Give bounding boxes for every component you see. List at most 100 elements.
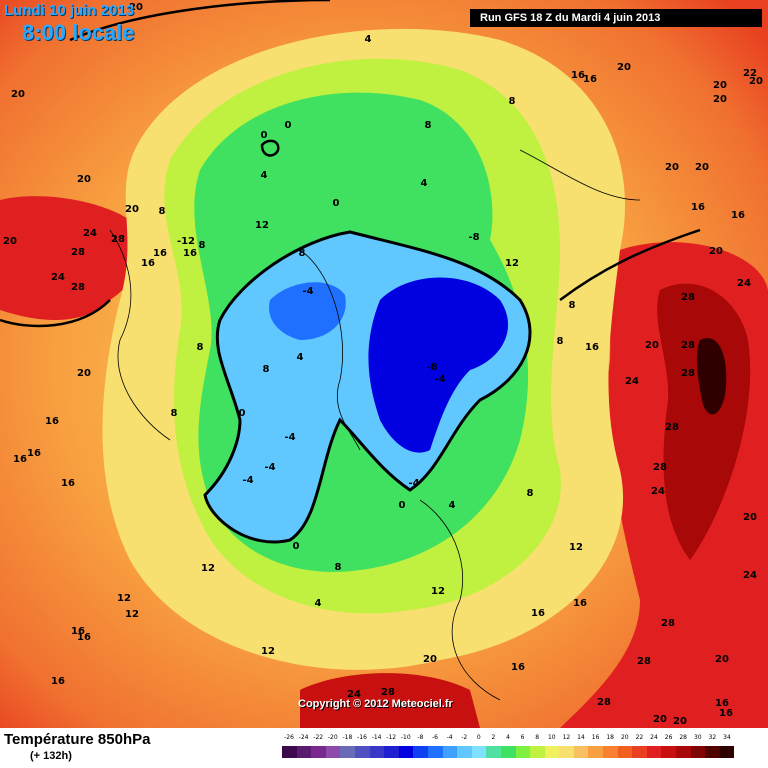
scale-swatch bbox=[544, 746, 560, 758]
isotherm-label: 16 bbox=[77, 632, 91, 643]
isotherm-label: 16 bbox=[141, 258, 155, 269]
isotherm-label: 28 bbox=[597, 697, 611, 708]
isotherm-label: 16 bbox=[715, 698, 729, 709]
hot-region-africa bbox=[300, 673, 480, 728]
isotherm-label: -4 bbox=[264, 462, 275, 473]
temperature-map: 2020202428282428201616201616161612121216… bbox=[0, 0, 768, 728]
scale-swatch bbox=[486, 746, 501, 758]
scale-tick-label: 24 bbox=[650, 734, 658, 741]
footer-bar: Température 850hPa (+ 132h) -26 -24 -22 -20… bbox=[0, 728, 768, 768]
scale-tick-label: 4 bbox=[506, 734, 510, 741]
scale-swatch bbox=[588, 746, 604, 758]
isotherm-label: 12 bbox=[125, 609, 139, 620]
isotherm-label: 20 bbox=[715, 654, 729, 665]
isotherm-label: 20 bbox=[11, 89, 25, 100]
isotherm-label: 8 bbox=[425, 120, 432, 131]
scale-swatches bbox=[282, 746, 735, 758]
scale-swatch bbox=[282, 746, 297, 758]
scale-tick-label: 20 bbox=[620, 734, 629, 741]
scale-swatch bbox=[311, 746, 326, 758]
isotherm-label: 16 bbox=[719, 708, 733, 719]
isotherm-labels: 2020202428282428201616201616161612121216… bbox=[3, 2, 763, 727]
isotherm-label: 28 bbox=[71, 247, 85, 258]
isotherm-label: 16 bbox=[571, 70, 585, 81]
isotherm-label: 12 bbox=[505, 258, 519, 269]
isotherm-label: 16 bbox=[153, 248, 167, 259]
isotherm-label: 28 bbox=[381, 687, 395, 698]
scale-tick-label: -4 bbox=[446, 734, 453, 741]
isotherm-label: 20 bbox=[749, 76, 763, 87]
isotherm-label: 16 bbox=[61, 478, 75, 489]
isotherm-label: 4 bbox=[421, 178, 428, 189]
scale-tick-label: 16 bbox=[591, 734, 600, 741]
isotherm-label: 24 bbox=[625, 376, 639, 387]
isotherm-label: 0 bbox=[333, 198, 340, 209]
scale-swatch bbox=[457, 746, 472, 758]
scale-swatch bbox=[398, 746, 414, 758]
scale-swatch bbox=[676, 746, 691, 758]
scale-swatch bbox=[603, 746, 618, 758]
scale-tick-label: 22 bbox=[635, 734, 644, 741]
isotherm-label: 12 bbox=[201, 563, 215, 574]
scale-tick-label: -22 bbox=[313, 734, 324, 741]
isotherm-label: 12 bbox=[569, 542, 583, 553]
isotherm-label: 8 bbox=[263, 364, 270, 375]
isotherm-label: 8 bbox=[299, 248, 306, 259]
scale-swatch bbox=[661, 746, 677, 758]
isotherm-label: 24 bbox=[51, 272, 65, 283]
scale-swatch bbox=[515, 746, 531, 758]
zero-isotherm bbox=[203, 230, 532, 544]
isotherm-label: 20 bbox=[673, 716, 687, 727]
isotherm-label: 16 bbox=[511, 662, 525, 673]
isotherm-label: 20 bbox=[617, 62, 631, 73]
scale-tick-label: -26 bbox=[284, 734, 294, 741]
hottest-core-asia bbox=[696, 338, 727, 415]
isotherm-label: 20 bbox=[713, 80, 727, 91]
isotherm-label: 28 bbox=[653, 462, 667, 473]
isotherm-label: 16 bbox=[27, 448, 41, 459]
scale-swatch bbox=[719, 746, 735, 758]
isotherm-label: 12 bbox=[255, 220, 269, 231]
scale-tick-label: 12 bbox=[562, 734, 571, 741]
isotherm-label: 20 bbox=[77, 368, 91, 379]
lead-time: (+ 132h) bbox=[30, 750, 72, 762]
scale-swatch bbox=[369, 746, 385, 758]
isotherm-label: 16 bbox=[531, 608, 545, 619]
scale-tick-label: 18 bbox=[606, 734, 614, 741]
color-scale: -26 -24 -22 -20 -18 -16 -14 -12 -10 -8 -6 -4 -2 0 2 4 6 8… bbox=[282, 734, 744, 764]
isotherm-island bbox=[260, 139, 280, 157]
isotherm-label: 20 bbox=[77, 174, 91, 185]
scale-swatch bbox=[573, 746, 589, 758]
isotherm-label: 12 bbox=[431, 586, 445, 597]
scale-swatch bbox=[690, 746, 706, 758]
scale-tick-label: 34 bbox=[723, 734, 731, 741]
isotherm-label: 8 bbox=[335, 562, 342, 573]
scale-tick-label: 6 bbox=[520, 734, 525, 741]
scale-swatch bbox=[340, 746, 355, 758]
isotherm-label: 16 bbox=[583, 74, 597, 85]
scale-swatch bbox=[384, 746, 399, 758]
scale-swatch bbox=[427, 746, 443, 758]
isotherm-label: 0 bbox=[285, 120, 292, 131]
isotherm-label: 4 bbox=[365, 34, 372, 45]
scale-tick-label: 30 bbox=[693, 734, 702, 741]
isotherm-label: 0 bbox=[293, 541, 300, 552]
cold-core-west bbox=[269, 282, 346, 340]
scale-swatch bbox=[617, 746, 633, 758]
scale-tick-label: 10 bbox=[547, 734, 556, 741]
scale-tick-label: 0 bbox=[476, 734, 481, 741]
scale-tick-label: -6 bbox=[432, 734, 438, 741]
coastlines bbox=[109, 149, 641, 701]
isotherm-label: 4 bbox=[449, 500, 456, 511]
isotherm-label: -4 bbox=[284, 432, 295, 443]
scale-tick-label: -8 bbox=[417, 734, 424, 741]
isotherm-label: 8 bbox=[527, 488, 534, 499]
scale-tick-label: 14 bbox=[577, 734, 585, 741]
isotherm-label: 8 bbox=[509, 96, 516, 107]
scale-swatch bbox=[705, 746, 720, 758]
isotherm-label: 28 bbox=[111, 234, 125, 245]
scale-tick-label: -20 bbox=[327, 734, 338, 741]
isotherm-label: 20 bbox=[695, 162, 709, 173]
isotherm-label: 16 bbox=[45, 416, 59, 427]
